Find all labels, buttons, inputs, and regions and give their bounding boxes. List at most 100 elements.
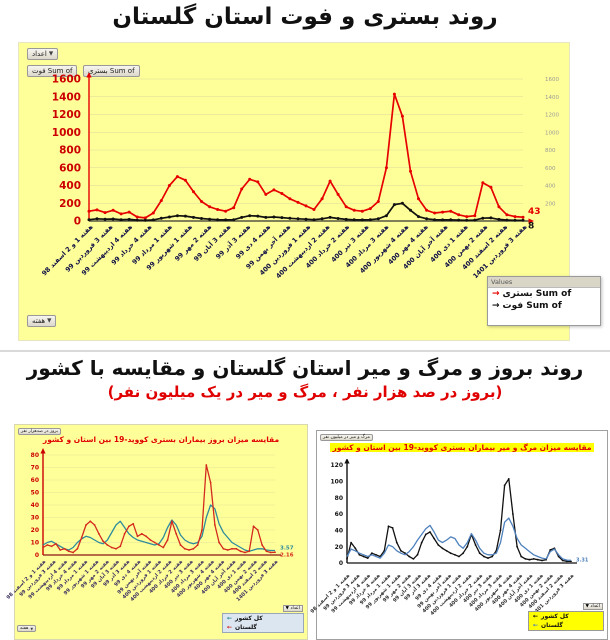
data-point <box>445 549 448 552</box>
y-axis-tick-label: 0 <box>74 216 81 228</box>
data-point <box>175 532 178 535</box>
legend-item: → Sum of فوت <box>488 300 600 312</box>
data-point <box>103 211 107 215</box>
y-axis-tick-label: 20 <box>31 527 39 534</box>
data-point <box>162 546 165 549</box>
data-point <box>483 555 485 558</box>
legend-series-marker-icon: ← <box>227 614 233 622</box>
data-point <box>240 215 244 219</box>
x-axis-label: هفته 3 تیر 400 <box>462 573 494 605</box>
mortality-pivot-field-button[interactable]: مرگ و میر در میلیون نفر <box>320 434 373 441</box>
data-point <box>188 549 191 551</box>
y-axis-tick-label: 1000 <box>52 127 81 139</box>
data-point <box>570 560 572 563</box>
mortality-chart-legend[interactable]: اعداد ▼ ← کل کشور ← گلستان <box>528 603 604 631</box>
data-point <box>328 215 332 219</box>
data-point <box>458 555 460 558</box>
data-point <box>209 481 212 484</box>
data-point <box>437 544 440 546</box>
data-point <box>201 529 203 531</box>
y-axis-tick-label: 40 <box>335 527 343 534</box>
data-point <box>358 553 361 556</box>
y-axis-tick-label: 400 <box>59 180 81 192</box>
data-point <box>143 218 147 222</box>
data-point <box>140 532 143 535</box>
data-point <box>532 558 535 560</box>
incidence-pivot-field-button[interactable]: بروز در صدهزار نفر <box>18 428 62 435</box>
x-axis-label: هفته 4 شهریور 400 <box>474 573 515 613</box>
data-point <box>352 218 356 222</box>
y-axis-tick-label-right: 200 <box>545 201 556 207</box>
data-point <box>425 217 429 221</box>
data-point <box>392 92 396 96</box>
data-point <box>231 547 233 550</box>
x-axis-label: هفته 1 فروردین 400 <box>421 573 464 615</box>
data-point <box>98 532 100 535</box>
data-point <box>466 545 469 548</box>
data-point <box>72 551 74 554</box>
data-point <box>360 209 364 213</box>
data-point <box>106 544 109 546</box>
y-axis-tick-label: 1400 <box>52 91 81 103</box>
data-point <box>269 551 272 554</box>
hospitalization-death-chart: 0 200 200 400 400 600 600 800 800 1000 1000 1200 120… <box>52 73 559 231</box>
data-point <box>244 551 246 554</box>
legend-item: ← گلستان <box>223 623 303 632</box>
x-axis-label: هفته 2 مهر 99 <box>381 573 413 604</box>
data-point <box>256 214 260 218</box>
incidence-week-field-button[interactable]: ▼ هفته <box>17 625 37 632</box>
data-point <box>524 558 527 560</box>
data-point <box>167 215 171 219</box>
legend-items: ← کل کشور ← گلستان <box>223 614 303 632</box>
data-point <box>265 550 268 553</box>
x-axis-label: هفته 4 مهر 400 <box>491 573 525 607</box>
data-point <box>151 211 155 215</box>
data-point <box>149 539 152 541</box>
series-line-0 <box>346 478 571 563</box>
data-point <box>474 544 477 546</box>
data-point <box>208 217 212 221</box>
numbers-filter-label: اعداد <box>32 50 47 58</box>
pivot-field-button-fot[interactable]: Sum of فوت <box>27 65 78 77</box>
data-point <box>288 197 292 201</box>
data-point <box>55 542 57 545</box>
mortality-legend-filter-button[interactable]: اعداد ▼ <box>582 603 603 610</box>
y-axis-tick-label: 10 <box>31 540 39 547</box>
y-axis-tick-label: 0 <box>339 560 343 567</box>
data-point <box>384 166 388 170</box>
data-point <box>76 547 79 550</box>
data-point <box>167 184 171 187</box>
series-line-1 <box>346 517 572 561</box>
y-axis-tick-label: 80 <box>335 495 343 502</box>
incidence-legend-filter-button[interactable]: اعداد ▼ <box>282 605 303 612</box>
data-point <box>457 213 461 217</box>
pivot-field-button-bastari[interactable]: Sum of بستری <box>83 65 140 77</box>
legend-series-marker-icon: → <box>492 300 500 311</box>
y-axis-tick-label-right: 600 <box>545 166 556 172</box>
data-point <box>248 550 251 553</box>
data-point <box>424 533 427 536</box>
data-point <box>346 558 348 560</box>
legend-items: ← کل کشور ← گلستان <box>529 612 603 630</box>
legend-item: → Sum of بستری <box>488 288 600 300</box>
legend-items: → Sum of بستری → Sum of فوت <box>488 288 600 312</box>
x-axis-label: هفته 4 خرداد 99 <box>348 573 382 607</box>
filter-dropdown-icon: ▼ <box>48 51 54 57</box>
data-point <box>256 529 259 531</box>
end-value-label: 3.57 <box>280 546 294 552</box>
y-axis-tick-label: 30 <box>31 515 39 522</box>
data-point <box>507 478 510 480</box>
y-axis-tick-label-right: 400 <box>545 184 556 190</box>
end-value-label: 2.16 <box>280 552 294 558</box>
incidence-chart-legend[interactable]: اعداد ▼ ← کل کشور ← گلستان <box>222 605 304 633</box>
numbers-filter-button[interactable]: ▼ اعداد <box>27 48 59 60</box>
data-point <box>541 559 543 562</box>
data-point <box>63 547 66 550</box>
week-field-button[interactable]: ▼ هفته <box>27 315 57 327</box>
x-axis-label: هفته 1 شهریور 99 <box>364 573 403 611</box>
data-point <box>400 201 404 205</box>
data-point <box>497 205 501 209</box>
x-axis-label: هفته 2 خرداد 400 <box>447 573 484 609</box>
main-chart-legend[interactable]: Values → Sum of بستری → Sum of فوت <box>487 276 601 326</box>
data-point <box>549 549 552 551</box>
